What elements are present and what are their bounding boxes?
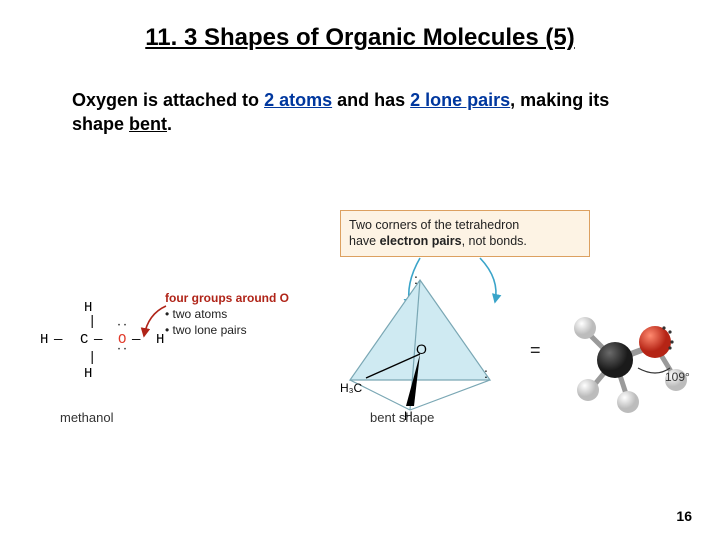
- lewis-caption: methanol: [60, 410, 113, 425]
- four-groups-b2: • two lone pairs: [165, 322, 289, 338]
- body-hl2: 2 lone pairs: [410, 90, 510, 110]
- slide-title: 11. 3 Shapes of Organic Molecules (5): [0, 0, 720, 52]
- annotation-line2: have electron pairs, not bonds.: [349, 233, 581, 249]
- lewis-lone-bot: ⋅⋅: [116, 344, 128, 356]
- figure-area: Two corners of the tetrahedron have elec…: [40, 210, 680, 470]
- annotation-line1: Two corners of the tetrahedron: [349, 217, 581, 233]
- body-mid1: and has: [332, 90, 410, 110]
- body-post: .: [167, 114, 172, 134]
- carbon-atom-icon: [597, 342, 633, 378]
- annotation-line2-bold: electron pairs: [380, 234, 462, 248]
- four-groups-b1: • two atoms: [165, 306, 289, 322]
- lewis-h-bot: H: [84, 366, 92, 382]
- annotation-line2-post: , not bonds.: [462, 234, 527, 248]
- svg-text::: :: [414, 271, 418, 287]
- bond-angle-label: 109°: [665, 370, 690, 384]
- body-ul1: bent: [129, 114, 167, 134]
- annotation-box: Two corners of the tetrahedron have elec…: [340, 210, 590, 257]
- equals-sign: =: [530, 340, 541, 361]
- body-pre1: Oxygen is attached to: [72, 90, 264, 110]
- bent-caption: bent shape: [370, 410, 434, 425]
- annotation-line2-pre: have: [349, 234, 380, 248]
- svg-text:H₃C: H₃C: [340, 381, 363, 395]
- body-hl1: 2 atoms: [264, 90, 332, 110]
- lewis-c: C: [80, 332, 88, 348]
- svg-text::: :: [484, 365, 488, 381]
- four-groups-title: four groups around O: [165, 290, 289, 306]
- oxygen-atom-icon: [639, 326, 671, 358]
- body-text: Oxygen is attached to 2 atoms and has 2 …: [0, 52, 720, 137]
- tetrahedron-diagram: O : : H₃C H: [340, 270, 500, 420]
- model-3d: [570, 290, 690, 420]
- page-number: 16: [676, 508, 692, 524]
- four-groups-label: four groups around O • two atoms • two l…: [165, 290, 289, 339]
- lewis-lone-top: ⋅⋅: [116, 320, 128, 332]
- lewis-h-left: H: [40, 332, 48, 348]
